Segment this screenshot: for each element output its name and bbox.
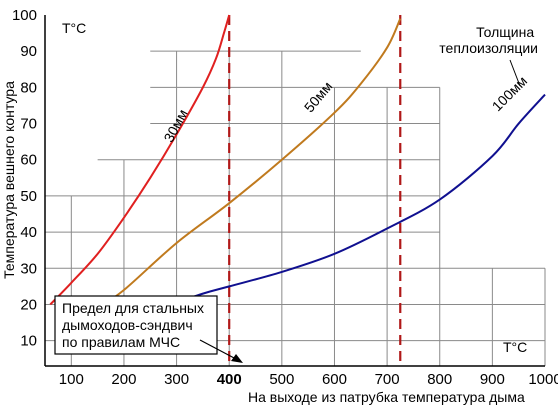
y-tick-label: 20 <box>20 296 37 313</box>
x-tick-label: 200 <box>111 371 136 388</box>
axes <box>44 15 545 367</box>
y-tick-label: 30 <box>20 260 37 277</box>
annotation-arrowhead <box>231 354 243 363</box>
series-label: 30мм <box>160 107 190 145</box>
x-tick-label: 1000 <box>528 371 558 388</box>
series-label: 50мм <box>301 78 336 115</box>
y-tick-label: 100 <box>12 7 37 24</box>
y-tick-label: 90 <box>20 43 37 60</box>
y-tick-label: 60 <box>20 152 37 169</box>
series-line-30 <box>49 14 231 306</box>
annotation-text: Предел для стальных дымоходов-сэндвич по… <box>62 300 208 350</box>
legend-leader-line <box>509 59 521 87</box>
y-tick-labels: 10 20 30 40 50 60 70 80 90 100 <box>12 7 37 350</box>
annotation-box: Предел для стальных дымоходов-сэндвич по… <box>54 295 243 363</box>
series-line-50 <box>97 18 402 309</box>
y-tick-label: 40 <box>20 224 37 241</box>
x-tick-label: 100 <box>59 371 84 388</box>
x-tick-label: 300 <box>164 371 189 388</box>
series-labels: 30мм 50мм 100мм <box>160 73 530 145</box>
y-tick-label: 80 <box>20 79 37 96</box>
legend-title: Толщина теплоизоляции <box>439 24 538 56</box>
series-lines <box>49 14 546 310</box>
x-axis-title: На выходе из патрубка температура дыма <box>248 389 525 405</box>
y-tick-label: 70 <box>20 116 37 133</box>
y-axis-title: Температура вешнего контура <box>1 81 17 279</box>
x-tick-label: 800 <box>427 371 452 388</box>
x-tick-label: 600 <box>322 371 347 388</box>
x-tick-label: 400 <box>217 371 242 388</box>
y-tick-label: 50 <box>20 188 37 205</box>
vertical-markers <box>228 15 402 366</box>
x-unit-label: T°C <box>503 339 527 355</box>
y-unit-label: T°C <box>62 20 86 36</box>
annotation-arrow <box>199 339 237 360</box>
x-tick-label: 500 <box>269 371 294 388</box>
series-line-100 <box>160 93 546 310</box>
series-label: 100мм <box>489 73 530 114</box>
x-tick-labels: 100 200 300 400 500 600 700 800 900 1000 <box>59 371 558 388</box>
y-tick-label: 10 <box>20 333 37 350</box>
x-tick-label: 700 <box>375 371 400 388</box>
x-tick-label: 900 <box>480 371 505 388</box>
